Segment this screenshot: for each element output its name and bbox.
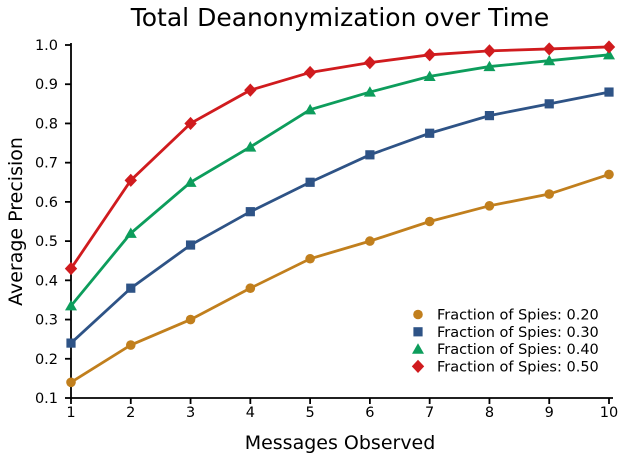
series-3-marker: [363, 56, 377, 70]
x-axis-label: Messages Observed: [245, 432, 436, 454]
y-tick-label: 0.6: [35, 195, 58, 211]
y-tick-label: 0.8: [35, 116, 58, 132]
series-0-marker: [305, 253, 315, 264]
series-line-1: [70, 90, 610, 345]
x-tick-label: 9: [545, 405, 554, 421]
series-0-marker: [604, 169, 614, 180]
legend-label: Fraction of Spies: 0.30: [437, 325, 599, 341]
series-0-marker: [424, 216, 435, 227]
series-1-marker: [604, 87, 614, 97]
series-3-marker: [423, 48, 436, 62]
legend-label: Fraction of Spies: 0.40: [437, 342, 599, 358]
x-tick-label: 3: [186, 405, 195, 421]
legend-marker-circle: [413, 309, 423, 320]
y-tick-label: 0.5: [35, 234, 58, 250]
x-tick-label: 2: [126, 405, 135, 421]
series-line-2: [69, 53, 610, 307]
series-3-marker: [64, 261, 78, 276]
series-0-marker: [185, 314, 196, 325]
series-0-marker: [365, 236, 375, 246]
series-3-marker: [543, 42, 556, 56]
series-1-marker: [185, 240, 196, 250]
x-tick-label: 6: [365, 405, 374, 421]
series-1-marker: [365, 150, 375, 160]
series-3-marker: [483, 44, 496, 58]
series-1-marker: [126, 283, 136, 293]
y-tick-label: 0.4: [35, 273, 58, 289]
x-tick-label: 4: [246, 405, 255, 421]
series-2-marker: [603, 49, 615, 60]
series-1-marker: [66, 338, 76, 348]
legend-marker-square: [413, 327, 423, 337]
series-2-marker: [65, 300, 77, 311]
x-tick-label: 7: [425, 405, 434, 421]
series-2-marker: [244, 141, 257, 152]
x-tick-label: 1: [66, 405, 75, 421]
legend-label: Fraction of Spies: 0.50: [437, 359, 599, 375]
series-2-marker: [543, 54, 556, 66]
series-2-marker: [304, 103, 317, 115]
series-0-marker: [66, 377, 76, 388]
x-tick-label: 8: [485, 405, 494, 421]
y-axis-label: Average Precision: [5, 137, 27, 306]
series-2-marker: [184, 176, 197, 187]
y-tick-label: 0.7: [35, 156, 58, 172]
x-tick-label: 10: [600, 405, 618, 421]
series-1-marker: [544, 99, 554, 109]
x-tick-label: 5: [305, 405, 314, 421]
series-3-marker: [124, 173, 137, 187]
series-3-marker: [184, 116, 197, 131]
series-0-marker: [125, 340, 136, 350]
y-tick-label: 0.3: [35, 313, 58, 329]
legend-label: Fraction of Spies: 0.20: [437, 308, 599, 324]
series-2-marker: [483, 60, 496, 72]
y-tick-label: 0.2: [35, 352, 58, 368]
legend-marker-diamond: [411, 359, 425, 373]
legend-marker-triangle: [412, 343, 424, 354]
series-line-0: [70, 173, 610, 384]
series-2-marker: [363, 86, 376, 97]
y-tick-label: 1.0: [35, 38, 58, 54]
y-tick-label: 0.1: [35, 391, 58, 407]
series-2-marker: [423, 70, 436, 81]
series-3-marker: [244, 83, 257, 97]
series-0-marker: [245, 283, 256, 293]
series-2-marker: [124, 227, 137, 238]
series-1-marker: [245, 207, 255, 217]
y-tick-label: 0.9: [35, 77, 58, 93]
series-1-marker: [305, 177, 315, 187]
series-line-3: [69, 45, 610, 270]
series-0-marker: [484, 201, 495, 211]
series-0-marker: [544, 189, 555, 199]
series-3-marker: [602, 40, 616, 54]
series-1-marker: [425, 128, 435, 138]
chart-title: Total Deanonymization over Time: [130, 3, 550, 32]
series-3-marker: [303, 65, 317, 80]
series-1-marker: [484, 111, 495, 121]
